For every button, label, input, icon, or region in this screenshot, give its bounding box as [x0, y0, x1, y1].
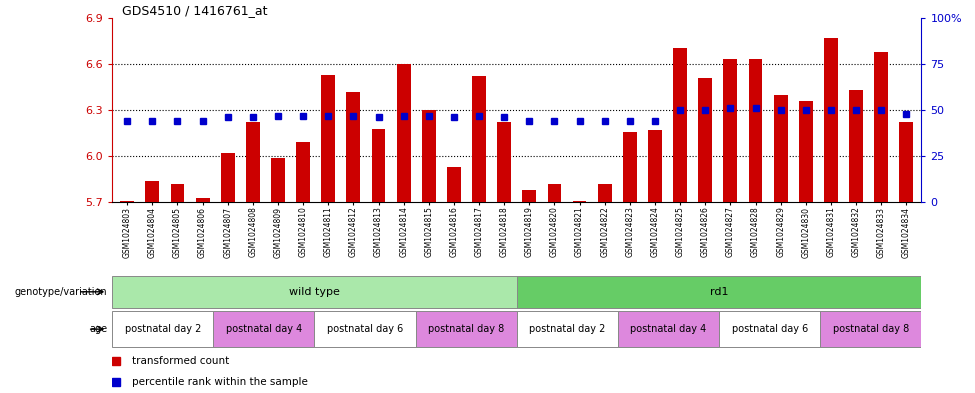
Bar [322, 75, 335, 202]
Bar [648, 130, 662, 202]
Bar [196, 198, 210, 202]
Text: postnatal day 6: postnatal day 6 [731, 324, 807, 334]
Text: rd1: rd1 [710, 287, 728, 297]
Bar [774, 95, 788, 202]
Text: postnatal day 6: postnatal day 6 [327, 324, 403, 334]
Bar [899, 122, 914, 202]
Bar [296, 142, 310, 202]
Bar [497, 122, 511, 202]
Bar [698, 78, 712, 202]
Text: postnatal day 8: postnatal day 8 [428, 324, 504, 334]
Bar [799, 101, 813, 202]
Bar [112, 311, 214, 347]
Bar [271, 158, 285, 202]
Bar [824, 38, 838, 202]
Bar [623, 132, 637, 202]
Bar [214, 311, 314, 347]
Text: postnatal day 8: postnatal day 8 [833, 324, 909, 334]
Bar [517, 276, 921, 308]
Text: percentile rank within the sample: percentile rank within the sample [133, 377, 308, 387]
Bar [523, 190, 536, 202]
Text: wild type: wild type [289, 287, 340, 297]
Bar [849, 90, 863, 202]
Bar [723, 59, 737, 202]
Bar [220, 153, 235, 202]
Bar [447, 167, 461, 202]
Text: postnatal day 4: postnatal day 4 [631, 324, 707, 334]
Bar [720, 311, 820, 347]
Bar [145, 181, 159, 202]
Bar [572, 201, 587, 202]
Bar [422, 110, 436, 202]
Bar [673, 48, 687, 202]
Bar [820, 311, 921, 347]
Bar [171, 184, 184, 202]
Bar [120, 201, 135, 202]
Text: genotype/variation: genotype/variation [15, 287, 107, 297]
Text: transformed count: transformed count [133, 356, 229, 366]
Text: age: age [89, 324, 107, 334]
Bar [346, 92, 361, 202]
Bar [415, 311, 517, 347]
Bar [472, 76, 486, 202]
Bar [246, 122, 259, 202]
Text: postnatal day 2: postnatal day 2 [125, 324, 201, 334]
Bar [112, 276, 517, 308]
Bar [371, 129, 385, 202]
Bar [598, 184, 611, 202]
Bar [517, 311, 618, 347]
Text: GDS4510 / 1416761_at: GDS4510 / 1416761_at [122, 4, 267, 17]
Bar [397, 64, 410, 202]
Bar [314, 311, 415, 347]
Bar [548, 184, 562, 202]
Bar [618, 311, 720, 347]
Bar [749, 59, 762, 202]
Text: postnatal day 4: postnatal day 4 [226, 324, 302, 334]
Text: postnatal day 2: postnatal day 2 [529, 324, 605, 334]
Bar [875, 51, 888, 202]
